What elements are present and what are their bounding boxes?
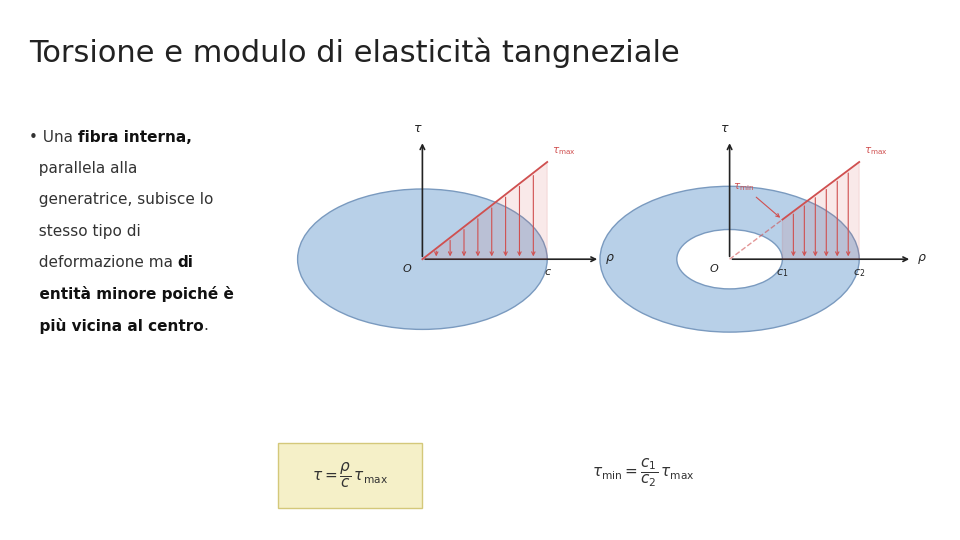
Text: deformazione ma: deformazione ma: [29, 255, 178, 270]
Text: stesso tipo di: stesso tipo di: [29, 224, 140, 239]
Text: Torsione e modulo di elasticità tangneziale: Torsione e modulo di elasticità tangnezi…: [29, 38, 680, 68]
Text: $\tau$: $\tau$: [720, 122, 730, 135]
Circle shape: [677, 230, 782, 289]
Text: O: O: [709, 264, 718, 274]
Polygon shape: [782, 162, 859, 259]
Text: $c_1$: $c_1$: [777, 267, 788, 279]
Text: più vicina al centro: più vicina al centro: [29, 318, 204, 334]
Circle shape: [298, 189, 547, 329]
Text: $c_2$: $c_2$: [853, 267, 865, 279]
Text: $\tau_{\rm min}$: $\tau_{\rm min}$: [733, 181, 780, 217]
Text: $\tau_{\rm min} = \dfrac{c_1}{c_2}\,\tau_{\rm max}$: $\tau_{\rm min} = \dfrac{c_1}{c_2}\,\tau…: [592, 456, 694, 489]
Text: entità minore poiché è: entità minore poiché è: [29, 286, 233, 302]
Text: $\rho$: $\rho$: [605, 252, 614, 266]
Text: $\tau_{\rm max}$: $\tau_{\rm max}$: [552, 145, 576, 157]
Text: di: di: [178, 255, 194, 270]
Text: • Una: • Una: [29, 130, 78, 145]
FancyBboxPatch shape: [278, 443, 422, 508]
Text: $\tau_{\rm max}$: $\tau_{\rm max}$: [864, 145, 888, 157]
Circle shape: [600, 186, 859, 332]
Text: fibra interna,: fibra interna,: [78, 130, 192, 145]
Text: generatrice, subisce lo: generatrice, subisce lo: [29, 192, 213, 207]
Text: $\tau = \dfrac{\rho}{c}\,\tau_{\rm max}$: $\tau = \dfrac{\rho}{c}\,\tau_{\rm max}$: [312, 460, 389, 490]
Text: O: O: [402, 264, 411, 274]
Text: $\tau$: $\tau$: [413, 122, 422, 135]
Text: $\rho$: $\rho$: [917, 252, 926, 266]
Text: parallela alla: parallela alla: [29, 161, 137, 176]
Polygon shape: [422, 162, 547, 259]
Text: c: c: [544, 267, 550, 278]
Text: .: .: [204, 318, 208, 333]
